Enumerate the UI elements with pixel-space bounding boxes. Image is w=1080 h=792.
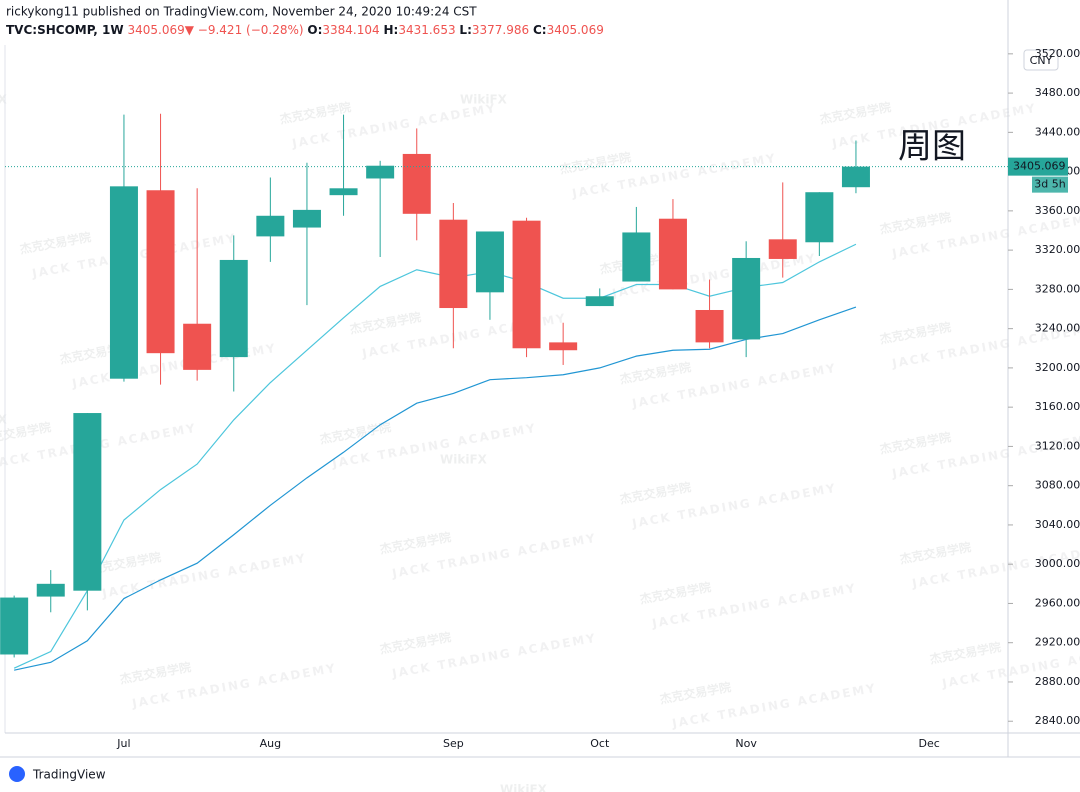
- candle-body: [585, 296, 614, 307]
- x-tick-label: Aug: [260, 737, 281, 750]
- brand: TradingView: [32, 768, 106, 782]
- x-tick-label: Jul: [116, 737, 130, 750]
- y-tick-label: 3120.000: [1035, 439, 1080, 452]
- watermark-cn: 杰克交易学院: [319, 419, 393, 446]
- watermark-logo: WikiFX: [0, 413, 8, 427]
- brand-logo: TradingView: [9, 766, 106, 782]
- watermark-cn: 杰克交易学院: [379, 529, 453, 556]
- y-tick-label: 3080.000: [1035, 479, 1080, 492]
- watermark-logo: WikiFX: [0, 93, 8, 107]
- watermark-cn: 杰克交易学院: [879, 319, 953, 346]
- candle-body: [73, 413, 102, 591]
- low-label: L:: [459, 23, 471, 37]
- candle-body: [805, 192, 834, 243]
- x-tick-label: Dec: [919, 737, 940, 750]
- watermark-cn: 杰克交易学院: [639, 579, 713, 606]
- ohlc-line: TVC:SHCOMP, 1W 3405.069▼ −9.421 (−0.28%)…: [6, 23, 604, 37]
- candle-body: [183, 323, 212, 370]
- y-tick-label: 3520.000: [1035, 47, 1080, 60]
- y-tick-label: 3160.000: [1035, 400, 1080, 413]
- currency[interactable]: CNY: [1030, 54, 1053, 67]
- moving-average-line: [14, 306, 857, 671]
- change: −9.421 (−0.28%): [198, 23, 304, 37]
- watermark-cn: 杰克交易学院: [19, 229, 93, 256]
- watermark-logo: WikiFX: [500, 783, 548, 792]
- symbol: TVC:SHCOMP, 1W: [6, 23, 124, 37]
- candle-body: [36, 583, 65, 597]
- watermark-cn: 杰克交易学院: [899, 539, 973, 566]
- publisher-line: rickykong11 published on TradingView.com…: [6, 5, 477, 19]
- watermark-cn: 杰克交易学院: [619, 359, 693, 386]
- candle-body: [219, 259, 248, 358]
- watermark-logo: WikiFX: [460, 93, 508, 107]
- y-tick-label: 3480.000: [1035, 86, 1080, 99]
- brand-icon: [9, 766, 25, 782]
- y-tick-label: 2880.000: [1035, 675, 1080, 688]
- watermark-cn: 杰克交易学院: [819, 99, 893, 126]
- last-price: 3405.069: [127, 23, 184, 37]
- candle-body: [146, 190, 175, 354]
- candle-body: [768, 239, 797, 259]
- close-label: C:: [533, 23, 547, 37]
- y-tick-label: 2960.000: [1035, 596, 1080, 609]
- candle-body: [439, 219, 468, 309]
- watermark-cn: 杰克交易学院: [119, 659, 193, 686]
- candle-body: [475, 231, 504, 293]
- y-tick-label: 3000.000: [1035, 557, 1080, 570]
- x-tick-label: Sep: [443, 737, 464, 750]
- x-tick-label: Nov: [735, 737, 757, 750]
- y-tick-label: 3440.000: [1035, 125, 1080, 138]
- candle-body: [109, 186, 138, 379]
- arrow: ▼: [185, 23, 195, 37]
- watermark-cn: 杰克交易学院: [349, 309, 423, 336]
- candle-body: [292, 209, 321, 228]
- candle-body: [732, 257, 761, 340]
- y-tick-label: 2840.000: [1035, 714, 1080, 727]
- moving-average-line: [13, 243, 857, 669]
- candle-body: [256, 215, 285, 237]
- low-value: 3377.986: [472, 23, 529, 37]
- y-tick-label: 3320.000: [1035, 243, 1080, 256]
- watermark-logo: WikiFX: [440, 453, 488, 467]
- watermark-cn: 杰克交易学院: [559, 149, 633, 176]
- price-tag: [1008, 157, 1068, 176]
- candle-body: [0, 597, 29, 655]
- countdown-tag: [1032, 176, 1068, 193]
- y-tick-label: 3200.000: [1035, 361, 1080, 374]
- currency-box[interactable]: [1023, 49, 1059, 71]
- candle-body: [658, 218, 687, 290]
- y-tick-label: 3280.000: [1035, 282, 1080, 295]
- y-tick-label: 3040.000: [1035, 518, 1080, 531]
- watermark-cn: 杰克交易学院: [929, 639, 1003, 666]
- price-tag-label: 3405.069: [1013, 160, 1066, 173]
- close-value: 3405.069: [547, 23, 604, 37]
- x-tick-label: Oct: [590, 737, 610, 750]
- watermark-cn: 杰克交易学院: [379, 629, 453, 656]
- countdown: 3d 5h: [1034, 178, 1065, 191]
- candle-body: [549, 342, 578, 351]
- y-tick-label: 2920.000: [1035, 636, 1080, 649]
- candle-body: [329, 188, 358, 196]
- watermark-cn: 杰克交易学院: [279, 99, 353, 126]
- watermark-cn: 杰克交易学院: [0, 419, 52, 446]
- y-tick-label: 3240.000: [1035, 322, 1080, 335]
- high-label: H:: [383, 23, 398, 37]
- watermark-cn: 杰克交易学院: [879, 429, 953, 456]
- open-value: 3384.104: [322, 23, 379, 37]
- high-value: 3431.653: [398, 23, 455, 37]
- candle-body: [402, 153, 431, 214]
- candle-body: [622, 232, 651, 282]
- watermark-cn: 杰克交易学院: [619, 479, 693, 506]
- annotation: 周图: [898, 127, 966, 167]
- watermark-cn: 杰克交易学院: [879, 209, 953, 236]
- y-tick-label: 3360.000: [1035, 204, 1080, 217]
- candle-body: [512, 220, 541, 349]
- watermark-cn: 杰克交易学院: [659, 679, 733, 706]
- candle-body: [841, 166, 870, 188]
- candle-body: [695, 309, 724, 343]
- candle-body: [366, 165, 395, 179]
- open-label: O:: [307, 23, 322, 37]
